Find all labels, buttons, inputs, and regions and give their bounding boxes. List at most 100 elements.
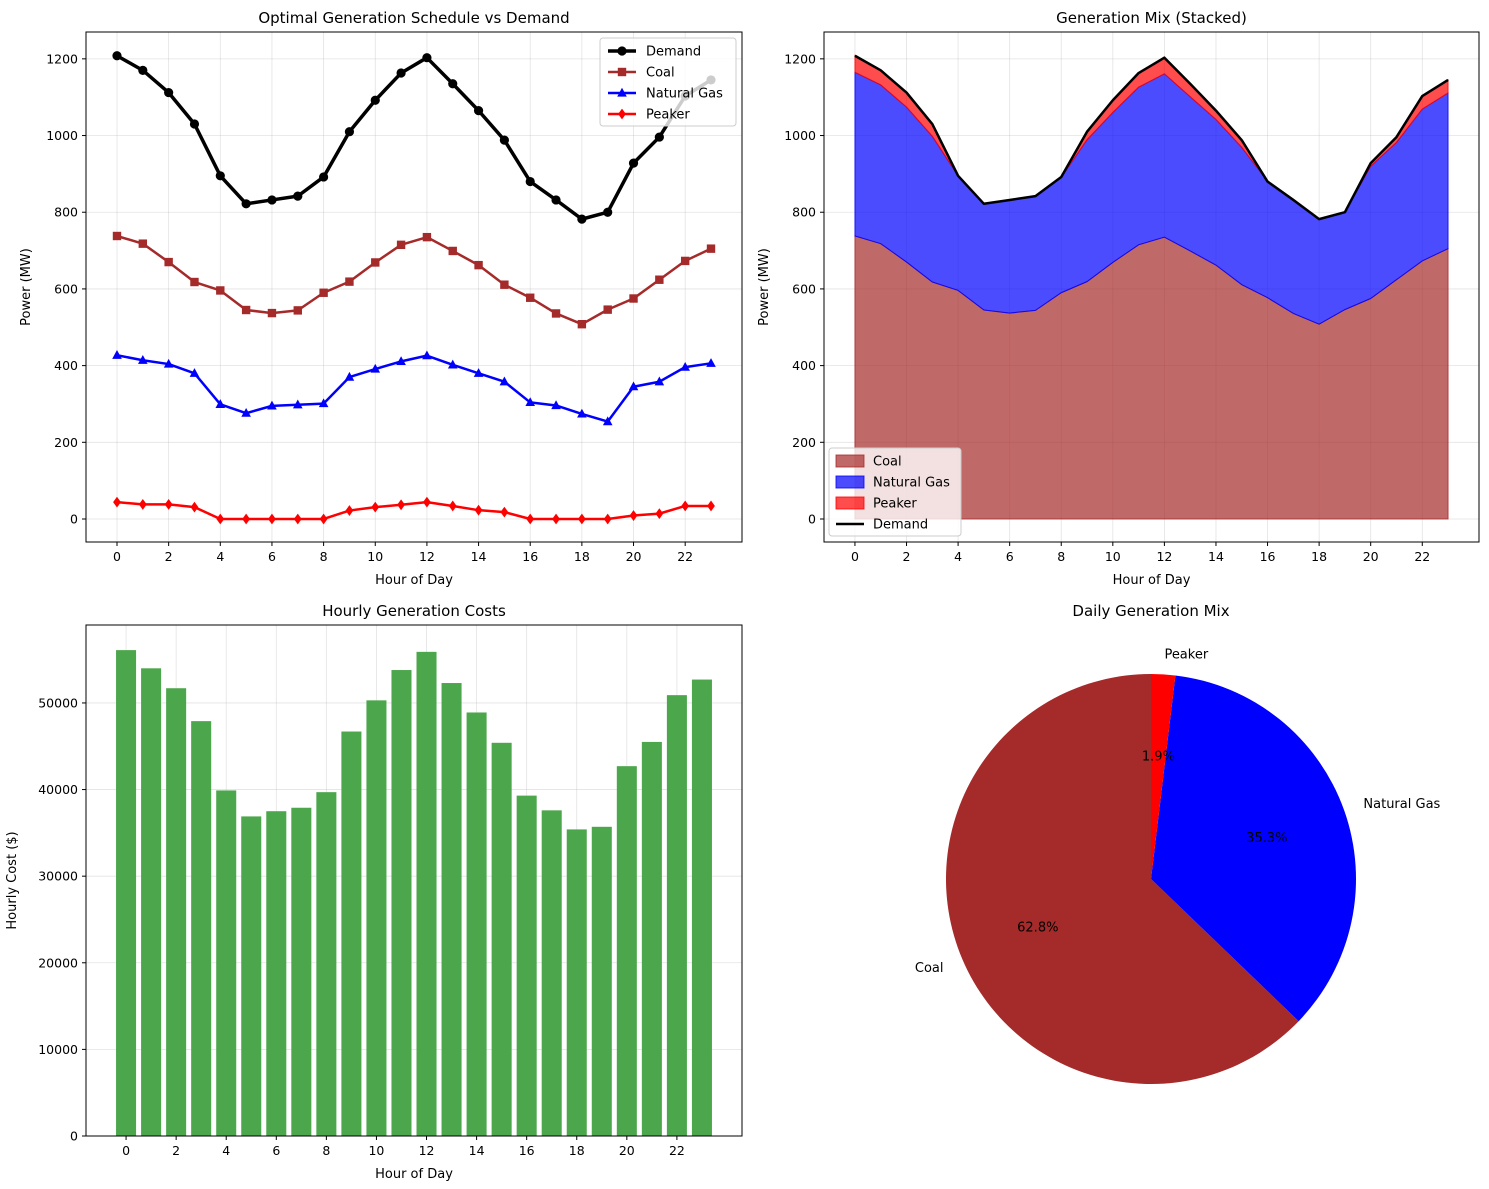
plot-frame bbox=[823, 31, 1480, 543]
peaker-point bbox=[655, 508, 664, 520]
generation-mix-stacked-area-chart: 0 2 4 6 8 10 12 14 16 18 20 22 0 200 400 600 800 1000 1200… bbox=[757, 9, 1480, 588]
coal-point bbox=[396, 240, 406, 250]
cost-bar bbox=[391, 670, 412, 1136]
legend-box bbox=[828, 447, 962, 537]
x-tick-label: 8 bbox=[320, 549, 328, 564]
coal-point bbox=[526, 293, 535, 302]
natural-gas-point bbox=[241, 407, 251, 417]
peaker-point bbox=[397, 499, 405, 511]
x-tick-label: 16 bbox=[519, 1143, 535, 1158]
natural-gas-point bbox=[499, 376, 510, 386]
demand-point bbox=[422, 53, 432, 63]
y-tick-label: 20000 bbox=[38, 955, 78, 970]
plot-frame bbox=[85, 624, 743, 1137]
demand-point bbox=[654, 132, 664, 142]
chart-title: Optimal Generation Schedule vs Demand bbox=[258, 9, 569, 27]
coal-point bbox=[216, 286, 225, 295]
legend-natural-gas-swatch bbox=[835, 475, 865, 489]
demand-series-line bbox=[116, 54, 712, 221]
natural-gas-point bbox=[112, 350, 122, 359]
y-tick-label: 10000 bbox=[38, 1042, 78, 1057]
natural-gas-point bbox=[525, 397, 536, 407]
y-tick-label: 600 bbox=[54, 281, 78, 296]
x-tick-label: 22 bbox=[669, 1143, 685, 1158]
peaker-point bbox=[138, 499, 147, 510]
natural-gas-point bbox=[396, 356, 406, 365]
cost-bar bbox=[616, 766, 637, 1136]
x-tick-label: 4 bbox=[216, 549, 224, 564]
peaker-series-line bbox=[116, 500, 712, 521]
coal-point bbox=[371, 258, 380, 267]
natural-gas-point bbox=[138, 355, 148, 364]
peaker-point bbox=[371, 501, 380, 513]
natural-gas-point bbox=[267, 400, 277, 410]
y-tick-label: 0 bbox=[70, 1129, 78, 1144]
daily-mix-pie-chart: Daily Generation Mix Coal 62.8% Natural Gas… bbox=[915, 602, 1441, 1084]
x-tick-label: 6 bbox=[272, 1143, 280, 1158]
natural-gas-point bbox=[447, 359, 458, 369]
peaker-point bbox=[113, 496, 121, 508]
legend-peaker-swatch bbox=[835, 496, 865, 510]
coal-point bbox=[293, 306, 302, 315]
natural-gas-point bbox=[473, 368, 484, 377]
x-tick-label: 14 bbox=[469, 1143, 485, 1158]
legend-demand-label: Demand bbox=[873, 518, 928, 533]
demand-point bbox=[525, 176, 535, 187]
natural-gas-point bbox=[370, 363, 381, 373]
coal-point bbox=[706, 244, 716, 253]
cost-bar bbox=[291, 807, 312, 1136]
x-tick-label: 8 bbox=[322, 1143, 330, 1158]
x-tick-label: 8 bbox=[1057, 549, 1065, 564]
cost-bar bbox=[566, 829, 587, 1136]
demand-point bbox=[293, 191, 303, 201]
natural-gas-point bbox=[189, 368, 200, 377]
x-tick-label: 0 bbox=[851, 549, 859, 564]
pie-label-peaker: Peaker bbox=[1164, 647, 1208, 662]
peaker-point bbox=[164, 499, 173, 510]
peaker-point bbox=[603, 513, 612, 525]
plot-frame bbox=[85, 31, 743, 543]
x-tick-label: 12 bbox=[419, 549, 435, 564]
cost-bar bbox=[216, 790, 237, 1136]
x-tick-label: 10 bbox=[367, 549, 383, 564]
natural-gas-point bbox=[628, 381, 639, 391]
x-tick-label: 12 bbox=[419, 1143, 435, 1158]
demand-point bbox=[396, 68, 406, 78]
coal-point bbox=[345, 277, 354, 286]
natural-gas-point bbox=[163, 358, 174, 368]
natural-gas-point bbox=[577, 408, 587, 418]
x-tick-label: 2 bbox=[903, 549, 911, 564]
x-tick-label: 0 bbox=[113, 549, 121, 564]
legend-coal-marker bbox=[617, 67, 627, 77]
demand-point bbox=[628, 158, 639, 168]
x-tick-label: 22 bbox=[677, 549, 693, 564]
x-tick-label: 4 bbox=[954, 549, 962, 564]
cost-bar bbox=[466, 712, 487, 1136]
demand-point bbox=[577, 214, 587, 224]
coal-point bbox=[551, 309, 561, 318]
pie-pct-natural-gas: 35.3% bbox=[1246, 831, 1287, 846]
cost-bar bbox=[691, 679, 712, 1136]
natural-gas-point bbox=[215, 399, 226, 408]
x-tick-label: 10 bbox=[1105, 549, 1121, 564]
demand-point bbox=[448, 79, 458, 89]
cost-bar bbox=[541, 810, 562, 1136]
x-tick-label: 14 bbox=[471, 549, 487, 564]
x-tick-label: 16 bbox=[1260, 549, 1276, 564]
peaker-point bbox=[552, 513, 560, 525]
demand-point bbox=[499, 135, 509, 145]
y-tick-label: 50000 bbox=[38, 695, 78, 710]
natural-gas-point bbox=[551, 400, 561, 410]
legend-box bbox=[599, 37, 737, 127]
chart-title: Generation Mix (Stacked) bbox=[1056, 9, 1247, 27]
pie-slice-natural-gas bbox=[1151, 675, 1356, 1022]
peaker-point bbox=[681, 500, 690, 512]
coal-point bbox=[680, 256, 690, 266]
y-tick-label: 0 bbox=[70, 511, 78, 526]
natural-gas-point bbox=[680, 361, 690, 371]
x-axis-label: Hour of Day bbox=[1113, 573, 1191, 588]
natural-gas-point bbox=[318, 398, 329, 408]
demand-point bbox=[473, 106, 484, 116]
peaker-point bbox=[707, 500, 715, 512]
